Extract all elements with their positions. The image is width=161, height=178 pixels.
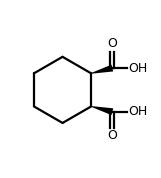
Text: OH: OH bbox=[128, 105, 148, 118]
Text: O: O bbox=[107, 129, 117, 142]
Polygon shape bbox=[91, 65, 113, 74]
Polygon shape bbox=[91, 106, 113, 115]
Text: OH: OH bbox=[128, 62, 148, 75]
Text: O: O bbox=[107, 37, 117, 50]
